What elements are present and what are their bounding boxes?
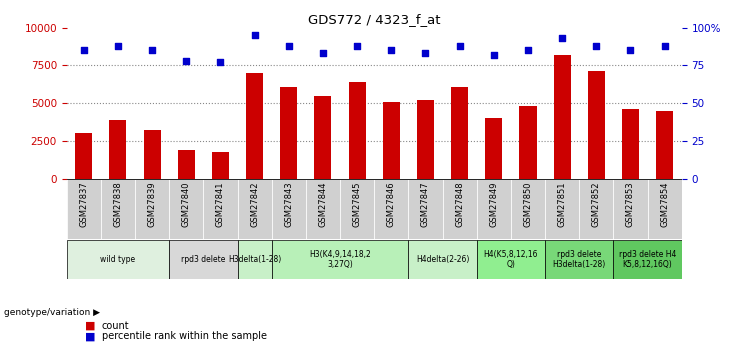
- Text: GSM27847: GSM27847: [421, 182, 430, 227]
- Point: [215, 60, 227, 65]
- Text: H4delta(2-26): H4delta(2-26): [416, 255, 469, 264]
- Point: [625, 48, 637, 53]
- Text: GSM27838: GSM27838: [113, 182, 122, 227]
- Bar: [135, 179, 169, 239]
- Point: [249, 32, 261, 38]
- Text: GSM27842: GSM27842: [250, 182, 259, 227]
- Bar: [545, 240, 614, 279]
- Bar: [178, 150, 195, 179]
- Title: GDS772 / 4323_f_at: GDS772 / 4323_f_at: [308, 13, 440, 27]
- Text: ■: ■: [85, 332, 96, 341]
- Point: [488, 52, 499, 58]
- Text: GSM27846: GSM27846: [387, 182, 396, 227]
- Bar: [485, 118, 502, 179]
- Bar: [246, 73, 263, 179]
- Text: rpd3 delete: rpd3 delete: [182, 255, 225, 264]
- Point: [385, 48, 397, 53]
- Point: [180, 58, 192, 63]
- Bar: [622, 109, 639, 179]
- Bar: [579, 179, 614, 239]
- Bar: [280, 87, 297, 179]
- Point: [112, 43, 124, 49]
- Text: GSM27852: GSM27852: [592, 182, 601, 227]
- Bar: [545, 179, 579, 239]
- Bar: [238, 179, 272, 239]
- Bar: [67, 179, 101, 239]
- Bar: [554, 55, 571, 179]
- Text: GSM27845: GSM27845: [353, 182, 362, 227]
- Point: [659, 43, 671, 49]
- Bar: [451, 87, 468, 179]
- Bar: [374, 179, 408, 239]
- Text: GSM27837: GSM27837: [79, 182, 88, 227]
- Bar: [272, 179, 306, 239]
- Point: [556, 36, 568, 41]
- Text: GSM27849: GSM27849: [489, 182, 498, 227]
- Text: GSM27854: GSM27854: [660, 182, 669, 227]
- Bar: [383, 102, 400, 179]
- Point: [453, 43, 465, 49]
- Point: [146, 48, 158, 53]
- Bar: [417, 100, 434, 179]
- Bar: [476, 240, 545, 279]
- Point: [351, 43, 363, 49]
- Bar: [519, 106, 536, 179]
- Bar: [340, 179, 374, 239]
- Text: GSM27850: GSM27850: [523, 182, 533, 227]
- Text: GSM27839: GSM27839: [147, 182, 156, 227]
- Bar: [272, 240, 408, 279]
- Text: H3(K4,9,14,18,2
3,27Q): H3(K4,9,14,18,2 3,27Q): [309, 249, 371, 269]
- Bar: [588, 71, 605, 179]
- Point: [522, 48, 534, 53]
- Text: ■: ■: [85, 321, 96, 331]
- Point: [419, 50, 431, 56]
- Bar: [476, 179, 511, 239]
- Text: H4(K5,8,12,16
Q): H4(K5,8,12,16 Q): [484, 249, 538, 269]
- Point: [591, 43, 602, 49]
- Bar: [169, 179, 203, 239]
- Bar: [614, 240, 682, 279]
- Text: GSM27844: GSM27844: [319, 182, 328, 227]
- Point: [78, 48, 90, 53]
- Bar: [144, 130, 161, 179]
- Bar: [408, 179, 442, 239]
- Bar: [169, 240, 238, 279]
- Text: GSM27851: GSM27851: [558, 182, 567, 227]
- Bar: [110, 120, 127, 179]
- Bar: [306, 179, 340, 239]
- Text: wild type: wild type: [100, 255, 136, 264]
- Bar: [648, 179, 682, 239]
- Text: GSM27840: GSM27840: [182, 182, 190, 227]
- Bar: [614, 179, 648, 239]
- Text: GSM27848: GSM27848: [455, 182, 464, 227]
- Text: GSM27841: GSM27841: [216, 182, 225, 227]
- Bar: [212, 151, 229, 179]
- Point: [317, 50, 329, 56]
- Bar: [76, 134, 93, 179]
- Bar: [203, 179, 238, 239]
- Bar: [101, 179, 135, 239]
- Text: H3delta(1-28): H3delta(1-28): [228, 255, 282, 264]
- Text: GSM27843: GSM27843: [285, 182, 293, 227]
- Text: GSM27853: GSM27853: [626, 182, 635, 227]
- Text: rpd3 delete H4
K5,8,12,16Q): rpd3 delete H4 K5,8,12,16Q): [619, 249, 677, 269]
- Bar: [67, 240, 169, 279]
- Bar: [238, 240, 272, 279]
- Bar: [314, 96, 331, 179]
- Text: rpd3 delete
H3delta(1-28): rpd3 delete H3delta(1-28): [553, 249, 606, 269]
- Text: genotype/variation ▶: genotype/variation ▶: [4, 308, 100, 317]
- Bar: [408, 240, 476, 279]
- Text: percentile rank within the sample: percentile rank within the sample: [102, 332, 267, 341]
- Bar: [442, 179, 476, 239]
- Bar: [656, 111, 673, 179]
- Point: [283, 43, 295, 49]
- Bar: [348, 82, 365, 179]
- Bar: [511, 179, 545, 239]
- Text: count: count: [102, 321, 129, 331]
